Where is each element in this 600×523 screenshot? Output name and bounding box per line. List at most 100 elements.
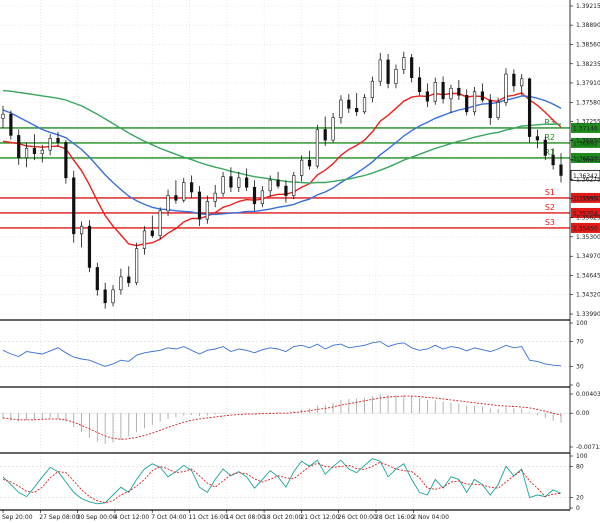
candle-body (95, 267, 99, 291)
candle-body (449, 87, 453, 100)
candle-body (394, 69, 398, 84)
price-tick-label: 1.36605 (576, 157, 600, 164)
level-price-label: 1.36637 (573, 155, 598, 162)
macd-panel (0, 394, 570, 445)
level-price-label: 1.36892 (573, 140, 598, 147)
candle-body (17, 135, 21, 159)
candle-body (229, 176, 233, 188)
candle-body (197, 191, 202, 220)
level-price-label: 1.37146 (573, 125, 598, 132)
price-tick-label: 1.39215 (576, 3, 600, 10)
candle-body (135, 248, 139, 284)
candle-body (339, 99, 343, 119)
level-name-r1: R1 (544, 148, 555, 157)
time-tick-label: 28 Oct 16:00 (375, 514, 414, 521)
macd-tick-label: 0.00 (576, 410, 590, 417)
candle-body (417, 77, 422, 93)
candle-body (103, 289, 107, 304)
macd-tick-label: -0.007126 (576, 444, 600, 451)
candle-body (504, 73, 508, 103)
price-tick-label: 1.37580 (576, 99, 600, 106)
time-tick-label: 2 Nov 04:00 (412, 514, 449, 521)
level-price-box (571, 207, 600, 218)
candle-body (1, 113, 5, 119)
candle-body (370, 80, 374, 98)
candle-body (512, 73, 516, 87)
candle-body (150, 230, 154, 236)
candle-body (465, 95, 469, 113)
rsi-line (2, 341, 562, 367)
candle-body (441, 82, 445, 100)
price-tick-label: 1.34970 (576, 253, 600, 260)
price-tick-label: 1.36275 (576, 176, 600, 183)
price-tick-label: 1.38235 (576, 61, 600, 68)
candle-body (496, 102, 500, 119)
candle-body (457, 87, 461, 96)
level-name-s2: S2 (545, 203, 555, 212)
level-price-box (571, 192, 600, 203)
stochastic-tick-label: 100 (576, 453, 588, 460)
price-tick-label: 1.35950 (576, 195, 600, 202)
candle-body (237, 177, 241, 188)
last-price-label: 1.36342 (573, 173, 598, 180)
candle-body (520, 78, 524, 87)
candle-body (40, 149, 44, 154)
stochastic-tick-label: 80 (576, 463, 584, 470)
candle-body (48, 138, 52, 151)
candle-body (127, 276, 131, 284)
candle-body (174, 195, 178, 201)
candle-body (24, 148, 29, 159)
candle-body (64, 142, 68, 179)
candle-body (205, 201, 209, 220)
candle-body (433, 82, 437, 102)
time-tick-label: 18 Oct 20:00 (263, 514, 302, 521)
price-tick-label: 1.35625 (576, 215, 600, 222)
candle-body (268, 179, 272, 192)
price-tick-label: 1.36930 (576, 138, 600, 145)
candle-body (410, 57, 414, 78)
level-name-s3: S3 (545, 218, 555, 227)
rsi-tick-label: 0 (576, 382, 580, 389)
candle-body (119, 276, 123, 291)
level-price-label: 1.35450 (573, 225, 598, 232)
level-price-box (571, 137, 600, 148)
level-price-label: 1.35959 (573, 195, 598, 202)
price-tick-label: 1.37910 (576, 80, 600, 87)
candle-body (245, 177, 249, 188)
rsi-tick-label: 30 (576, 363, 584, 370)
time-tick-label: Sep 20:00 (2, 514, 33, 521)
candle-body (300, 159, 304, 176)
level-name-r3: R3 (544, 118, 555, 127)
stochastic-panel (0, 458, 570, 505)
level-price-box (571, 122, 600, 133)
macd-signal-line (2, 395, 562, 440)
price-tick-label: 1.38890 (576, 22, 600, 29)
stochastic-main-line (2, 458, 562, 505)
candle-body (292, 175, 296, 196)
candle-body (213, 192, 217, 202)
candle-body (425, 91, 429, 102)
rsi-tick-label: 70 (576, 339, 584, 346)
rsi-tick-label: 100 (576, 320, 588, 327)
candle-body (9, 113, 13, 136)
candle-body (402, 57, 406, 70)
candle-body (260, 190, 264, 205)
time-tick-label: 30 Sep 00:00 (77, 514, 117, 521)
candle-body (386, 59, 390, 84)
candle-body (472, 91, 477, 113)
price-tick-label: 1.34645 (576, 272, 600, 279)
level-price-label: 1.35704 (573, 210, 598, 217)
time-tick-label: 4 Oct 12:00 (114, 514, 149, 521)
candle-body (480, 91, 485, 101)
time-tick-label: 11 Oct 16:00 (189, 514, 228, 521)
candle-body (111, 289, 115, 304)
time-tick-label: 27 Sep 08:00 (39, 514, 79, 521)
time-tick-label: 7 Oct 04:00 (151, 514, 186, 521)
last-price-box (570, 169, 600, 181)
candle-body (347, 99, 351, 109)
candle-body (276, 179, 280, 187)
candle-body (221, 176, 225, 194)
candle-body (551, 155, 555, 166)
